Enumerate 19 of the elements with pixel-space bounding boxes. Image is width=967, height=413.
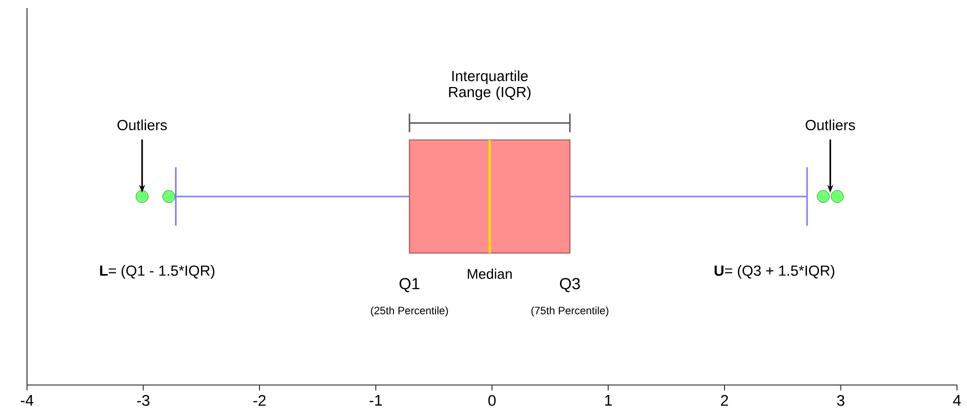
annotation: Outliers xyxy=(118,119,167,130)
x-tick-label: 1 xyxy=(605,395,612,406)
annotation: L= (Q1 - 1.5*IQR) xyxy=(100,265,214,279)
x-tick-label: 4 xyxy=(953,395,961,406)
x-tick-label: 2 xyxy=(721,395,728,406)
x-tick-label: -2 xyxy=(253,395,266,406)
annotation: U= (Q3 + 1.5*IQR) xyxy=(714,265,834,279)
annotation: Q1 xyxy=(400,278,420,292)
x-tick-label: -3 xyxy=(137,395,150,406)
x-tick-label: 0 xyxy=(488,395,496,406)
x-tick-label: 3 xyxy=(837,395,844,406)
annotation: Median xyxy=(468,268,512,279)
annotation: Outliers xyxy=(806,119,856,130)
annotation: Q3 xyxy=(560,278,580,292)
x-tick-label: -1 xyxy=(370,395,382,406)
annotation: Interquartile Range (IQR) xyxy=(449,70,530,100)
annotation: (75th Percentile) xyxy=(531,306,608,316)
annotation: (25th Percentile) xyxy=(371,306,448,316)
x-tick-label: -4 xyxy=(20,395,34,406)
